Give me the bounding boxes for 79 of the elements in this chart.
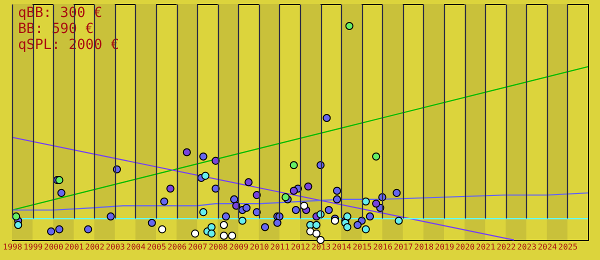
x-tick-label: 2009 [229,242,249,252]
x-tick-label: 1999 [23,242,43,252]
x-tick-label: 2013 [311,242,331,252]
point [160,197,168,206]
point [306,227,314,236]
point [392,188,401,197]
point [362,225,370,234]
point [372,200,380,208]
point [238,216,246,225]
x-tick-label: 2004 [126,242,146,252]
point [273,218,282,227]
point [332,186,342,195]
point [354,220,362,230]
x-tick-label: 2000 [44,242,64,252]
x-tick-label: 2007 [188,242,208,252]
point [220,232,228,240]
point [345,22,354,30]
point [290,161,298,170]
point [228,232,236,240]
point [148,218,156,227]
point [290,186,298,195]
point [182,148,191,156]
point [312,220,320,230]
x-tick-label: 2014 [332,242,352,252]
point [366,212,374,220]
x-tick-label: 2008 [208,242,228,252]
point [372,152,380,161]
x-tick-label: 2025 [558,242,578,252]
x-tick-label: 2003 [106,242,126,252]
x-tick-label: 2020 [455,242,475,252]
point [394,216,403,225]
point [332,195,342,204]
point [324,206,333,214]
point [208,230,216,238]
point [14,220,22,230]
x-tick-label: 1998 [2,242,22,252]
point [55,225,64,234]
point [166,184,174,193]
point [106,212,115,220]
point [158,225,166,234]
x-tick-label: 2002 [85,242,105,252]
x-tick-label: 2015 [352,242,372,252]
point [230,195,238,204]
x-tick-label: 2010 [250,242,270,252]
point [220,220,228,230]
point [208,223,216,232]
x-tick-label: 2023 [517,242,537,252]
point [201,172,210,180]
x-tick-label: 2012 [290,242,310,252]
point [312,230,320,238]
point [304,182,312,191]
point [242,204,251,212]
x-tick-label: 2021 [476,242,496,252]
point [57,188,66,197]
x-tick-label: 2001 [64,242,84,252]
point [343,223,352,232]
x-tick-label: 2006 [167,242,187,252]
point [260,223,270,232]
point [343,212,352,220]
point [362,197,370,206]
point [191,230,200,238]
point [12,212,20,220]
point [199,208,208,216]
x-tick-label: 2016 [373,242,393,252]
point [322,114,331,122]
point [300,202,308,210]
point [199,152,208,161]
x-tick-label: 2018 [414,242,434,252]
x-tick-label: 2024 [538,242,558,252]
point [84,225,92,234]
x-tick-label: 2005 [146,242,166,252]
point [47,227,56,236]
point [244,178,253,186]
point [292,206,300,214]
x-tick-label: 2011 [270,242,290,252]
x-tick-label: 2019 [434,242,454,252]
x-tick-label: 2022 [496,242,516,252]
point [222,212,230,220]
x-tick-label: 2017 [394,242,414,252]
